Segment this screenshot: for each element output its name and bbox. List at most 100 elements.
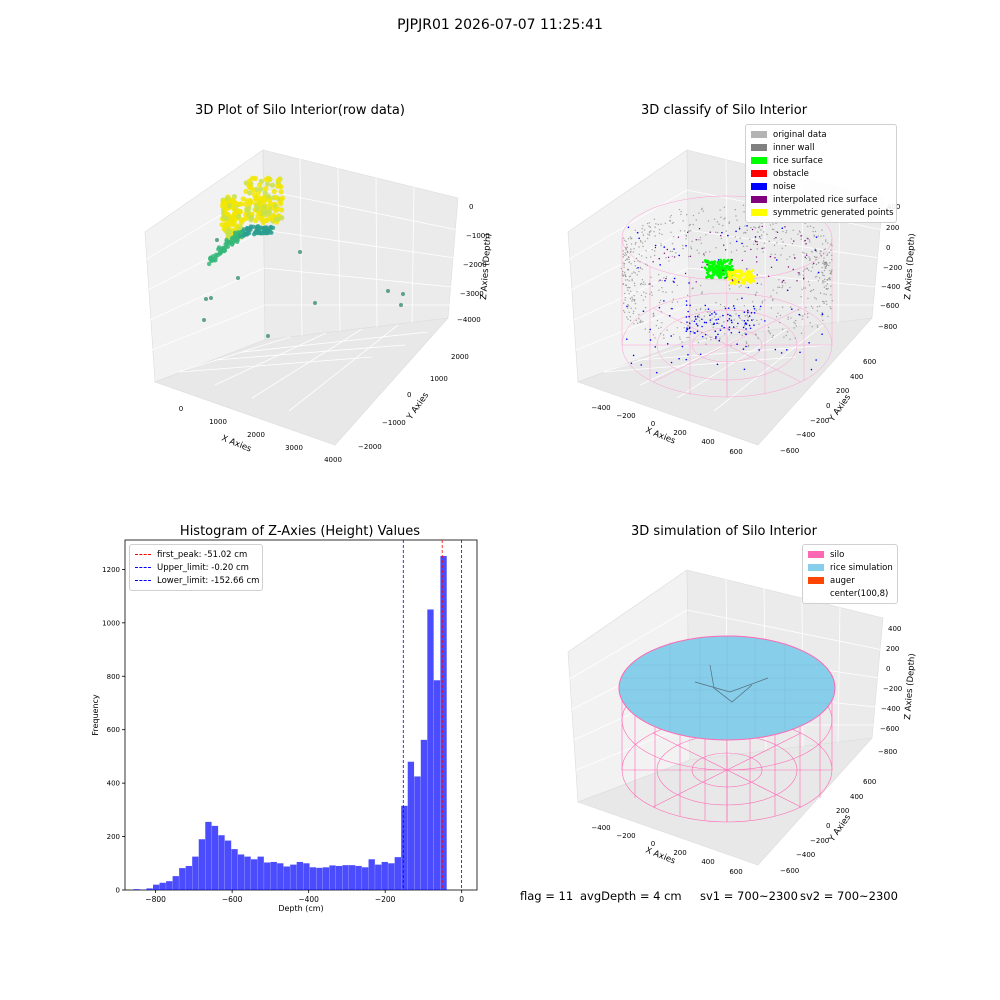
raw-point	[236, 230, 241, 235]
inner-wall-point	[662, 334, 665, 336]
inner-wall-point	[630, 243, 633, 245]
inner-wall-point	[623, 262, 626, 265]
inner-wall-point	[774, 253, 776, 256]
noise-point	[753, 324, 755, 326]
legend-line	[135, 554, 151, 555]
inner-wall-point	[815, 298, 817, 300]
inner-wall-point	[665, 256, 667, 259]
rice-surface-point	[710, 276, 714, 280]
noise-point	[688, 315, 690, 318]
inner-wall-point	[707, 220, 710, 222]
inner-wall-point	[644, 306, 647, 309]
noise-point	[630, 362, 633, 365]
classify-z-tick: −800	[878, 323, 897, 331]
inner-wall-point	[720, 216, 722, 219]
interpolated-point	[802, 278, 805, 280]
inner-wall-point	[821, 312, 823, 314]
noise-point	[741, 297, 743, 300]
noise-point	[701, 335, 704, 338]
raw-point	[268, 224, 274, 230]
inner-wall-point	[802, 270, 805, 272]
interpolated-point	[767, 275, 770, 278]
inner-wall-point	[706, 311, 709, 313]
inner-wall-point	[658, 232, 661, 235]
raw-point	[228, 220, 234, 226]
inner-wall-point	[830, 271, 832, 274]
inner-wall-point	[776, 292, 778, 294]
inner-wall-point	[823, 257, 825, 259]
inner-wall-point	[690, 230, 692, 232]
inner-wall-point	[666, 329, 668, 331]
inner-wall-point	[627, 304, 629, 306]
inner-wall-point	[709, 321, 712, 324]
rice-surface-point	[717, 267, 721, 271]
interpolated-point	[751, 228, 754, 231]
classify-x-tick: −200	[616, 412, 635, 420]
inner-wall-point	[735, 215, 737, 217]
rice-surface-point	[705, 271, 709, 275]
inner-wall-point	[649, 293, 651, 295]
symmetric-point	[728, 273, 731, 277]
noise-point	[726, 319, 729, 322]
raw-point	[257, 182, 263, 188]
raw-outlier-point	[266, 334, 270, 338]
inner-wall-point	[631, 296, 633, 299]
inner-wall-point	[622, 302, 625, 304]
inner-wall-point	[629, 236, 632, 238]
noise-point	[696, 324, 699, 327]
inner-wall-point	[631, 298, 634, 300]
raw-point	[265, 193, 271, 200]
interpolated-point	[756, 261, 758, 263]
inner-wall-point	[713, 218, 716, 220]
interpolated-point	[755, 256, 758, 258]
rice-surface-point	[704, 260, 708, 264]
symmetric-point	[736, 278, 740, 282]
inner-wall-point	[760, 229, 762, 231]
raw-outlier-point	[298, 250, 302, 254]
inner-wall-point	[830, 294, 832, 296]
inner-wall-point	[734, 309, 736, 312]
inner-wall-point	[692, 287, 694, 289]
histogram-bar	[192, 856, 199, 890]
raw-point	[235, 236, 240, 241]
inner-wall-point	[744, 250, 747, 252]
noise-point	[709, 319, 712, 321]
noise-point	[717, 333, 719, 336]
interpolated-point	[741, 259, 744, 262]
inner-wall-point	[654, 235, 656, 237]
inner-wall-point	[626, 251, 629, 254]
inner-wall-point	[772, 298, 774, 301]
inner-wall-point	[738, 226, 741, 228]
raw-outlier-point	[204, 297, 208, 301]
inner-wall-point	[628, 293, 630, 295]
inner-wall-point	[752, 318, 755, 321]
noise-point	[743, 320, 746, 322]
rice-surface-mesh	[620, 636, 834, 740]
inner-wall-point	[642, 283, 644, 286]
inner-wall-point	[779, 321, 781, 324]
noise-point	[723, 326, 726, 329]
noise-point	[791, 308, 793, 311]
rice-surface-point	[724, 265, 727, 269]
inner-wall-point	[711, 323, 713, 326]
interpolated-point	[659, 279, 661, 281]
inner-wall-point	[739, 317, 741, 320]
inner-wall-point	[815, 275, 818, 278]
inner-wall-point	[828, 251, 831, 254]
inner-wall-point	[820, 250, 822, 253]
inner-wall-point	[687, 328, 690, 330]
inner-wall-point	[762, 251, 764, 253]
raw-point	[245, 230, 250, 236]
noise-point	[718, 339, 721, 342]
noise-point	[715, 335, 717, 338]
inner-wall-point	[642, 321, 644, 323]
inner-wall-point	[686, 294, 689, 297]
inner-wall-point	[703, 254, 706, 257]
interpolated-point	[756, 243, 759, 246]
inner-wall-point	[827, 242, 829, 244]
noise-point	[638, 237, 640, 240]
inner-wall-point	[825, 264, 828, 267]
inner-wall-point	[631, 280, 633, 282]
inner-wall-point	[770, 253, 772, 255]
raw-point	[276, 177, 282, 183]
